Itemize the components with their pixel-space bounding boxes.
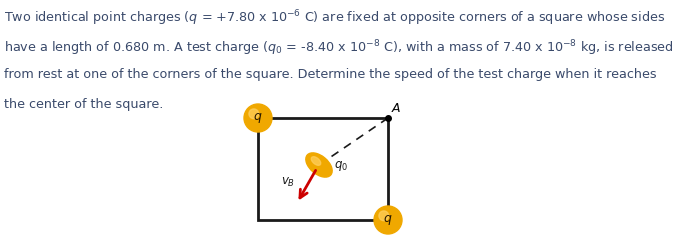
- Ellipse shape: [311, 157, 321, 165]
- Text: have a length of 0.680 m. A test charge ($q_0$ = -8.40 x 10$^{-8}$ C), with a ma: have a length of 0.680 m. A test charge …: [4, 38, 674, 58]
- Circle shape: [244, 104, 272, 132]
- Bar: [258, 118, 388, 220]
- Text: A: A: [392, 102, 401, 115]
- Circle shape: [249, 109, 259, 119]
- Text: $\it{q}$: $\it{q}$: [383, 213, 393, 227]
- Circle shape: [379, 211, 389, 221]
- Circle shape: [374, 206, 402, 234]
- Ellipse shape: [306, 153, 332, 177]
- Text: from rest at one of the corners of the square. Determine the speed of the test c: from rest at one of the corners of the s…: [4, 68, 657, 81]
- Text: $q_0$: $q_0$: [334, 159, 348, 173]
- Text: $v_B$: $v_B$: [281, 176, 295, 189]
- Text: the center of the square.: the center of the square.: [4, 98, 163, 111]
- Text: Two identical point charges ($q$ = +7.80 x 10$^{-6}$ C) are fixed at opposite co: Two identical point charges ($q$ = +7.80…: [4, 8, 665, 27]
- Text: $\it{q}$: $\it{q}$: [253, 111, 262, 125]
